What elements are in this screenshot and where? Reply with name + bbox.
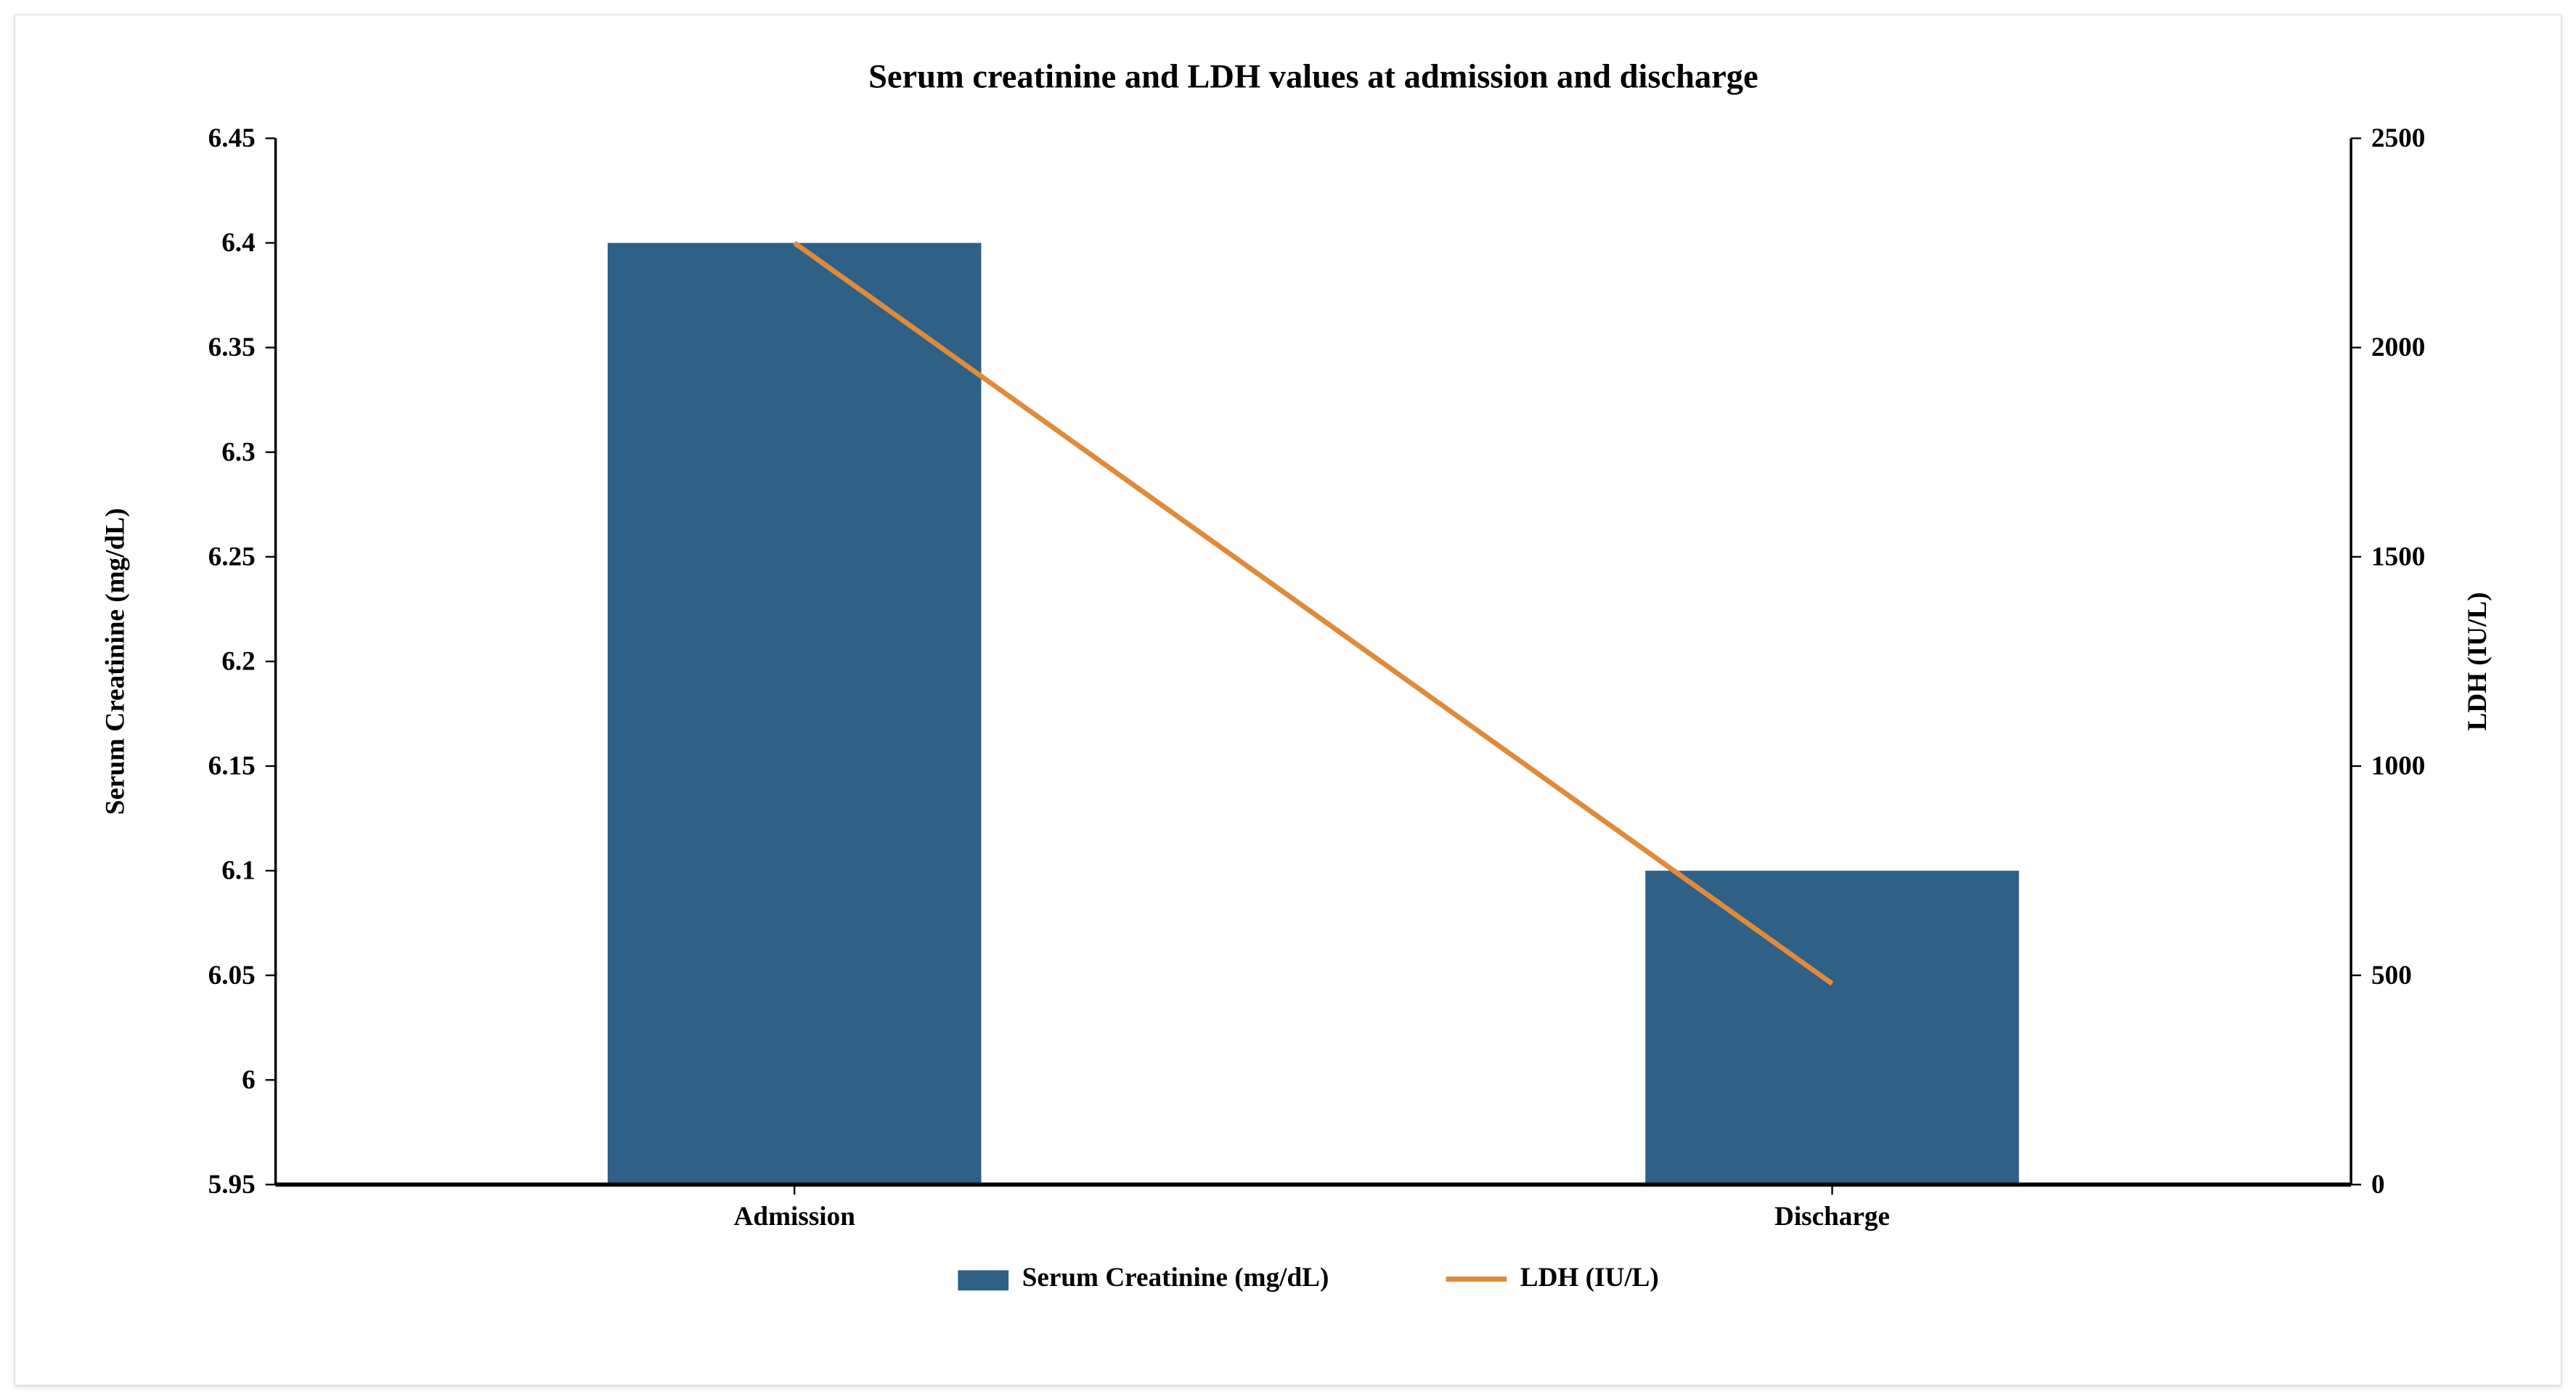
chart-legend: Serum Creatinine (mg/dL) LDH (IU/L) (958, 1263, 1658, 1293)
x-category-label: Discharge (1774, 1202, 1890, 1232)
chart-svg: Serum creatinine and LDH values at admis… (37, 37, 2539, 1370)
legend-label: Serum Creatinine (mg/dL) (1022, 1263, 1329, 1293)
y-left-tick-label: 6.35 (208, 333, 256, 362)
y-left-tick-label: 6.4 (221, 228, 255, 258)
y-right-tick-label: 2500 (2371, 123, 2425, 153)
y-left-tick-label: 6.25 (208, 542, 256, 571)
x-category-label: Admission (734, 1202, 856, 1232)
chart-card: Serum creatinine and LDH values at admis… (15, 15, 2561, 1385)
chart-title: Serum creatinine and LDH values at admis… (868, 59, 1758, 96)
y-left-tick-label: 5.95 (208, 1170, 256, 1200)
y-left-tick-label: 6 (242, 1065, 256, 1095)
y-left-axis-label: Serum Creatinine (mg/dL) (100, 508, 130, 815)
legend-swatch-bar (958, 1270, 1008, 1290)
y-right-tick-label: 500 (2371, 961, 2412, 990)
y-left-tick-label: 6.3 (221, 437, 255, 467)
y-left-tick-label: 6.15 (208, 752, 256, 781)
y-left-tick-label: 6.2 (221, 647, 255, 677)
bar-series-rect (608, 243, 982, 1185)
y-right-axis-label: LDH (IU/L) (2463, 592, 2493, 730)
y-right-tick-label: 0 (2371, 1170, 2385, 1200)
y-left-tick-label: 6.05 (208, 961, 256, 990)
chart-outer-frame: Serum creatinine and LDH values at admis… (0, 0, 2576, 1400)
y-right-tick-label: 2000 (2371, 333, 2425, 362)
y-right-tick-label: 1000 (2371, 752, 2425, 781)
bar-series-rect (1645, 871, 2019, 1184)
y-left-tick-label: 6.45 (208, 123, 256, 153)
legend-label: LDH (IU/L) (1520, 1263, 1659, 1293)
y-right-tick-label: 1500 (2371, 542, 2425, 571)
y-left-tick-label: 6.1 (221, 856, 255, 886)
